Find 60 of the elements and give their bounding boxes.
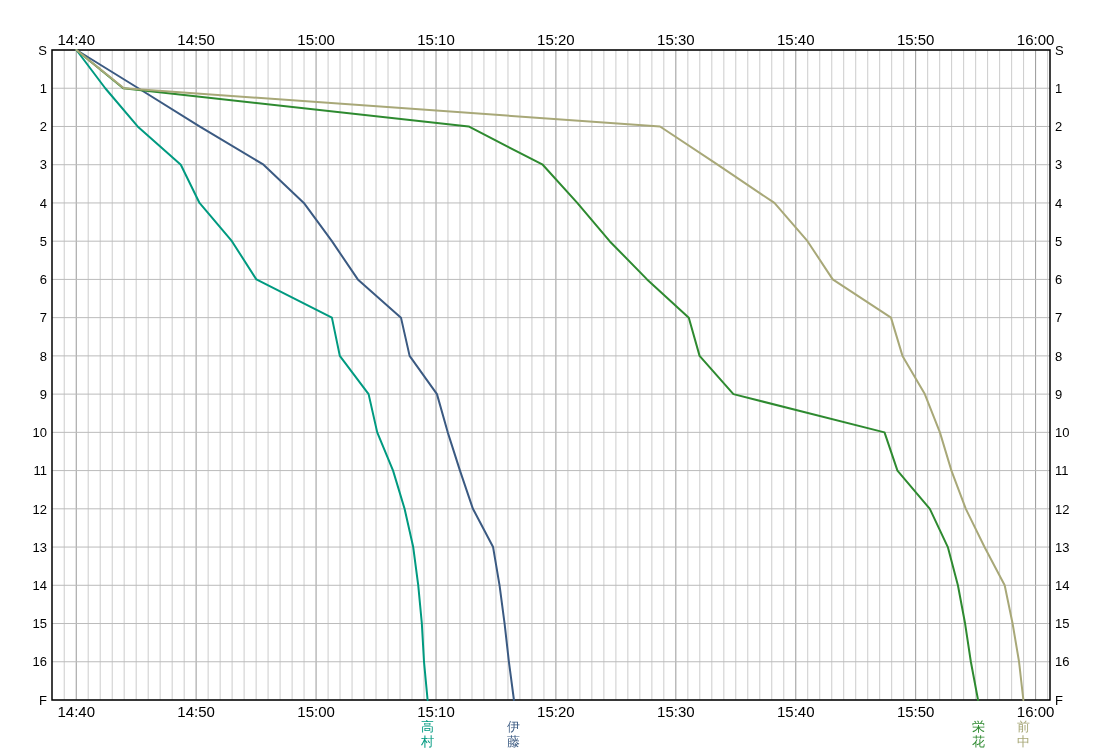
y2-tick-label: 5: [1055, 233, 1063, 249]
y2-tick-label: 6: [1055, 272, 1063, 288]
x2-tick-label: 14:40: [57, 703, 96, 720]
y2-tick-label: F: [1055, 692, 1063, 708]
y2-tick-label: 1: [1055, 80, 1063, 96]
y2-tick-label: 7: [1055, 310, 1063, 326]
y2-tick-label: 3: [1055, 157, 1063, 173]
y-tick-label: 5: [39, 233, 47, 249]
y-tick-label: 15: [32, 616, 47, 632]
y2-tick-label: 11: [1055, 463, 1069, 479]
x-tick-label: 15:40: [777, 31, 815, 48]
y2-tick-label: 16: [1055, 654, 1070, 670]
x-tick-label: 15:00: [297, 31, 335, 48]
y-tick-label: S: [38, 42, 48, 58]
y-tick-label: 12: [32, 501, 47, 517]
y-tick-label: 4: [39, 195, 47, 211]
y-tick-label: F: [39, 692, 48, 708]
series-label: 栄花: [971, 719, 985, 749]
x2-tick-label: 15:10: [417, 703, 455, 720]
y2-tick-label: 8: [1055, 348, 1063, 364]
x2-tick-label: 15:50: [896, 703, 935, 720]
y2-tick-label: 15: [1055, 616, 1070, 632]
x-tick-label: 15:30: [657, 31, 695, 48]
series-label: 高村: [420, 719, 435, 749]
y-tick-label: 10: [32, 425, 47, 441]
y2-tick-label: 14: [1055, 577, 1070, 593]
y-tick-label: 9: [39, 386, 47, 402]
series-label: 伊藤: [507, 719, 521, 749]
y2-tick-label: 9: [1055, 386, 1063, 402]
x-tick-label: 15:50: [896, 31, 935, 48]
x2-tick-label: 16:00: [1016, 703, 1055, 720]
x2-tick-label: 15:00: [297, 703, 335, 720]
series-label: 前中: [1016, 719, 1030, 749]
x-tick-label: 14:40: [57, 31, 96, 48]
y2-tick-label: 4: [1055, 195, 1063, 211]
x2-tick-label: 14:50: [177, 703, 215, 720]
line-series: [75, 49, 429, 701]
y-tick-label: 1: [39, 80, 47, 96]
line-series: [75, 49, 515, 701]
y2-tick-label: 2: [1055, 119, 1063, 135]
x-tick-label: 15:20: [537, 31, 575, 48]
x2-tick-label: 15:20: [537, 703, 575, 720]
y-tick-label: 7: [39, 310, 47, 326]
y-tick-label: 13: [32, 539, 47, 555]
x-tick-label: 14:50: [177, 31, 215, 48]
y-tick-label: 14: [32, 577, 47, 593]
y-tick-label: 16: [32, 654, 47, 670]
y-tick-label: 2: [39, 119, 47, 135]
y-tick-label: 11: [33, 463, 47, 479]
y2-tick-label: S: [1055, 42, 1064, 58]
y-tick-label: 3: [39, 157, 47, 173]
y2-tick-label: 13: [1055, 539, 1070, 555]
x-tick-label: 16:00: [1016, 31, 1055, 48]
x2-tick-label: 15:30: [657, 703, 695, 720]
y-tick-label: 6: [39, 272, 47, 288]
y2-tick-label: 12: [1055, 501, 1070, 517]
x-tick-label: 15:10: [417, 31, 455, 48]
y-tick-label: 8: [39, 348, 47, 364]
x2-tick-label: 15:40: [777, 703, 815, 720]
y2-tick-label: 10: [1055, 425, 1070, 441]
